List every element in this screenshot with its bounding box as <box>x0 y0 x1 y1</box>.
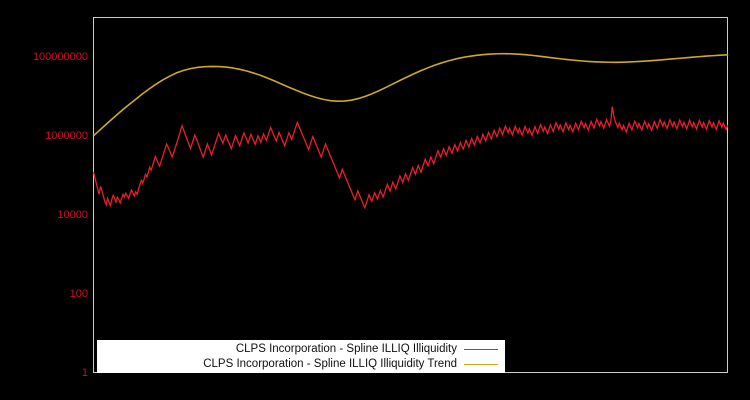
plot-area <box>92 17 729 373</box>
y-axis-tick-labels: 100000000 1000000 10000 100 1 <box>0 0 88 400</box>
y-axis-tick-label: 1000000 <box>45 129 88 142</box>
legend-item-illiquidity[interactable]: CLPS Incorporation - Spline ILLIQ Illiqu… <box>98 342 498 357</box>
series-line-illiquidity <box>92 106 729 210</box>
plot-frame-border <box>93 17 728 373</box>
legend-swatch-illiquidity <box>464 348 498 350</box>
y-axis-tick-label: 10000 <box>57 208 88 221</box>
legend-label-illiquidity-trend: CLPS Incorporation - Spline ILLIQ Illiqu… <box>203 357 457 370</box>
y-axis-tick-label: 100 <box>69 287 88 300</box>
y-axis-tick-label: 100000000 <box>32 50 88 63</box>
series-line-illiquidity-trend <box>92 52 729 137</box>
legend-item-illiquidity-trend[interactable]: CLPS Incorporation - Spline ILLIQ Illiqu… <box>98 357 498 372</box>
legend-swatch-illiquidity-trend <box>464 363 498 365</box>
chart-legend[interactable]: CLPS Incorporation - Spline ILLIQ Illiqu… <box>97 340 505 373</box>
legend-label-illiquidity: CLPS Incorporation - Spline ILLIQ Illiqu… <box>235 342 457 355</box>
y-axis-tick-label: 1 <box>81 366 88 379</box>
